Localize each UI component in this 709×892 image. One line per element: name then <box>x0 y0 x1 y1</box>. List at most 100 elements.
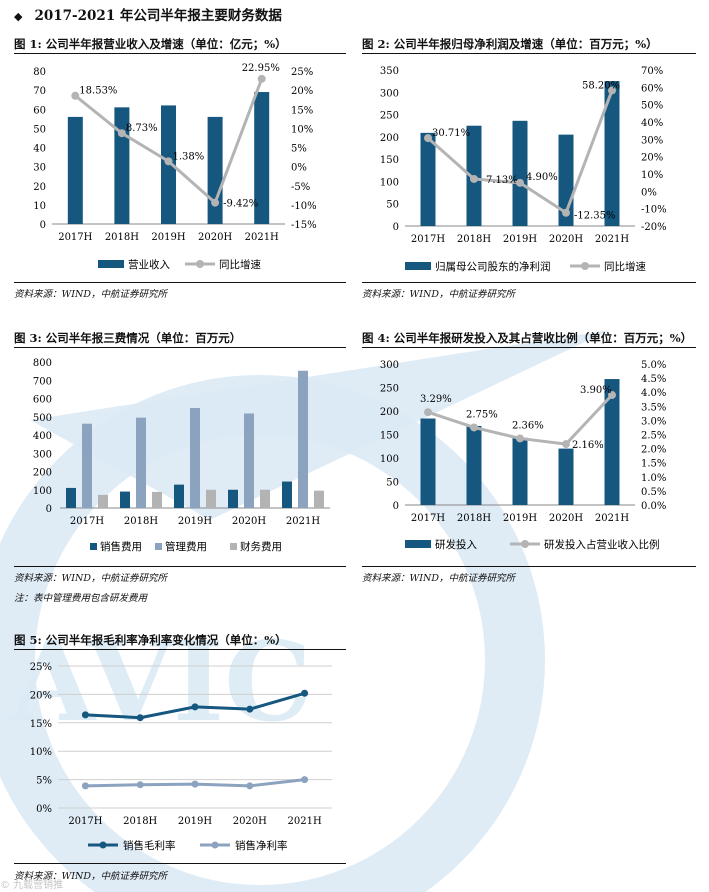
y-tick-label: 700 <box>33 376 52 387</box>
y-tick-label: 100 <box>33 486 52 497</box>
x-tick-label: 2019H <box>178 816 212 827</box>
series-point <box>301 776 309 784</box>
x-tick-label: 2020H <box>232 516 266 527</box>
section-heading: ◆ 2017-2021 年公司半年报主要财务数据 <box>14 4 282 24</box>
x-tick-label: 2018H <box>457 234 491 245</box>
bar <box>98 494 108 508</box>
y-tick-label: 300 <box>33 449 52 460</box>
y2-tick-label: 0.0% <box>641 501 666 512</box>
legend-bar-swatch <box>405 540 431 548</box>
y-tick-label: 70 <box>33 86 46 97</box>
legend-label: 财务费用 <box>240 540 282 553</box>
panel5-source: 资料来源：WIND，中航证券研究所 <box>14 871 167 882</box>
bar <box>558 448 574 505</box>
panel5-bottom-rule <box>14 863 346 864</box>
bar <box>254 92 270 224</box>
y-tick-label: 5% <box>36 776 52 787</box>
bar <box>420 132 436 226</box>
y-tick-label: 15% <box>30 719 52 730</box>
diamond-bullet-icon: ◆ <box>14 10 23 23</box>
y-tick-label: 250 <box>380 384 399 395</box>
bar <box>207 116 223 224</box>
y-tick-label: 200 <box>380 133 399 144</box>
panel3-source: 资料来源：WIND，中航证券研究所 <box>14 573 167 584</box>
x-tick-label: 2020H <box>549 513 583 524</box>
growth-point <box>516 178 524 187</box>
x-tick-label: 2021H <box>245 232 279 243</box>
y-tick-label: 80 <box>33 67 46 78</box>
bar <box>298 370 308 508</box>
growth-point <box>470 423 478 432</box>
x-tick-label: 2017H <box>68 816 102 827</box>
bar <box>512 437 528 505</box>
section-heading-text: 2017-2021 年公司半年报主要财务数据 <box>34 8 282 24</box>
y2-tick-label: 4.5% <box>641 374 666 385</box>
panel4-rule <box>362 347 696 348</box>
x-tick-label: 2019H <box>503 234 537 245</box>
y2-tick-label: 10% <box>291 124 313 135</box>
growth-data-label: 2.16% <box>572 440 604 451</box>
y-tick-label: 10% <box>30 747 52 758</box>
y-tick-label: 25% <box>30 662 52 673</box>
growth-point <box>424 408 432 417</box>
legend-label: 销售毛利率 <box>123 839 176 852</box>
y-tick-label: 50 <box>386 200 399 211</box>
bar <box>82 423 92 508</box>
y2-tick-label: 2.0% <box>641 445 666 456</box>
y2-tick-label: -20% <box>641 222 667 233</box>
panel3-rule <box>14 347 346 348</box>
x-tick-label: 2019H <box>178 516 212 527</box>
series-point <box>301 689 309 697</box>
growth-point <box>516 434 524 443</box>
x-tick-label: 2020H <box>233 816 267 827</box>
growth-point <box>608 86 616 95</box>
legend-bar-label: 研发投入 <box>435 538 477 551</box>
panel1-bottom-rule <box>14 282 346 283</box>
growth-point <box>164 157 173 166</box>
growth-data-label: -12.35% <box>574 211 616 222</box>
y-tick-label: 250 <box>380 111 399 122</box>
series-point <box>191 703 199 711</box>
y2-tick-label: 40% <box>641 118 663 129</box>
growth-data-label: -9.42% <box>223 199 258 210</box>
x-tick-label: 2019H <box>503 513 537 524</box>
y2-tick-label: -10% <box>641 205 667 216</box>
x-tick-label: 2021H <box>595 234 629 245</box>
x-tick-label: 2017H <box>58 232 92 243</box>
y-tick-label: 300 <box>380 360 399 371</box>
image-credit: © 九载营销推 <box>0 880 64 891</box>
x-tick-label: 2018H <box>457 513 491 524</box>
bar <box>190 407 200 508</box>
bar <box>604 81 620 226</box>
y2-tick-label: 50% <box>641 101 663 112</box>
growth-data-label: 2.36% <box>512 420 544 431</box>
legend-line-label: 同比增速 <box>604 260 646 273</box>
legend-line-marker <box>521 540 529 548</box>
y-tick-label: 400 <box>33 431 52 442</box>
y2-tick-label: 5% <box>291 144 307 155</box>
legend-bar-label: 归属母公司股东的净利润 <box>435 260 551 273</box>
bar <box>228 489 238 508</box>
chart-rnd: 0 50 100 150 200 250 300 0.0% 0.5% 1.0% 1.5% 2.0% 2.… <box>380 360 667 551</box>
series-point <box>81 711 89 719</box>
y-tick-label: 0 <box>46 504 52 515</box>
y-tick-label: 200 <box>33 468 52 479</box>
growth-point <box>257 74 266 83</box>
legend-line-label: 同比增速 <box>219 258 261 271</box>
panel1-rule <box>14 53 346 54</box>
x-tick-label: 2017H <box>70 516 104 527</box>
y-tick-label: 300 <box>380 88 399 99</box>
y-tick-label: 0 <box>40 220 46 231</box>
y2-tick-label: 0% <box>641 187 657 198</box>
panel4-source: 资料来源：WIND，中航证券研究所 <box>362 573 515 584</box>
y-tick-label: 100 <box>380 177 399 188</box>
bar <box>174 484 184 508</box>
y2-tick-label: 30% <box>641 135 663 146</box>
y2-tick-label: 15% <box>291 105 313 116</box>
panel1-source: 资料来源：WIND，中航证券研究所 <box>14 289 167 300</box>
growth-point <box>562 208 570 217</box>
y2-tick-label: 4.0% <box>641 388 666 399</box>
legend-bar-label: 营业收入 <box>128 258 170 271</box>
growth-data-label: 3.90% <box>580 385 612 396</box>
y-tick-label: 800 <box>33 358 52 369</box>
